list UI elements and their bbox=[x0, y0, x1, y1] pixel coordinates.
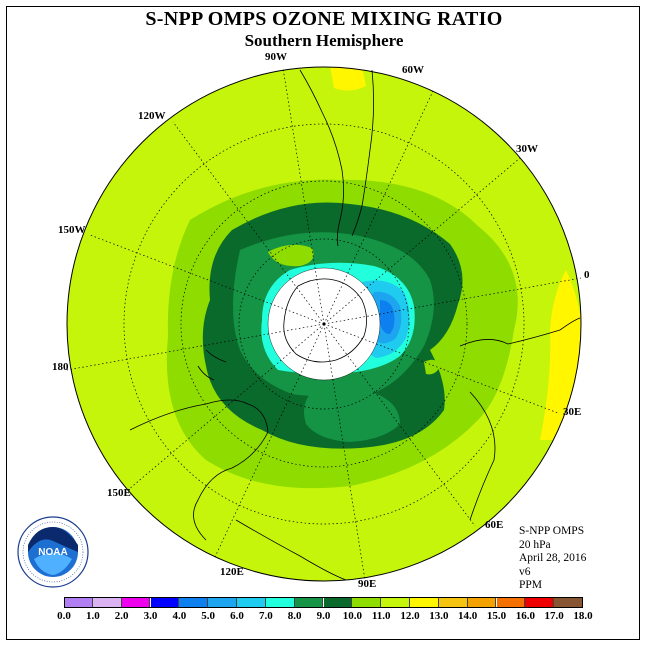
chart-title: S-NPP OMPS OZONE MIXING RATIO bbox=[145, 8, 503, 30]
legend-swatch bbox=[410, 597, 439, 608]
legend-swatch bbox=[92, 597, 122, 608]
legend-swatch bbox=[179, 597, 209, 608]
legend-tick-label: 4.0 bbox=[172, 610, 187, 622]
south-america-coast bbox=[299, 69, 374, 247]
legend-tick-label: 2.0 bbox=[114, 610, 129, 622]
legend-swatch bbox=[121, 597, 151, 608]
lon-label-150w: 150W bbox=[58, 224, 86, 236]
ozone-patch-13-north bbox=[330, 67, 366, 91]
antarctica-coast bbox=[283, 278, 367, 363]
legend-swatch bbox=[467, 597, 497, 608]
legend-tick-label: 16.0 bbox=[515, 610, 535, 622]
legend-swatch bbox=[150, 597, 180, 608]
legend-tick-label: 1.0 bbox=[85, 610, 100, 622]
lon-label-120e: 120E bbox=[220, 566, 244, 578]
legend-tick-label: 12.0 bbox=[400, 610, 420, 622]
svg-text:NOAA: NOAA bbox=[38, 547, 67, 558]
legend-tick-label: 18.0 bbox=[573, 610, 593, 622]
lon-label-150e: 150E bbox=[107, 487, 131, 499]
lon-label-120w: 120W bbox=[138, 110, 166, 122]
legend-tick-label: 14.0 bbox=[458, 610, 478, 622]
legend-tick-label: 3.0 bbox=[143, 610, 158, 622]
coastlines bbox=[129, 69, 581, 581]
legend-tick-label: 7.0 bbox=[258, 610, 273, 622]
lon-label-30e: 30E bbox=[563, 406, 581, 418]
australia-coast bbox=[129, 399, 269, 541]
legend-swatch bbox=[64, 597, 93, 608]
legend-swatch bbox=[294, 597, 324, 608]
africa-coast bbox=[459, 317, 581, 521]
noaa-logo: NOAA bbox=[17, 516, 89, 588]
legend-swatch bbox=[554, 597, 583, 608]
ozone-band-5 bbox=[380, 300, 395, 334]
lon-label-0: 0 bbox=[584, 269, 590, 281]
ozone-band-9-south bbox=[304, 388, 400, 442]
chart-subtitle: Southern Hemisphere bbox=[244, 31, 404, 50]
legend-swatch bbox=[323, 597, 353, 608]
legend-tick-label: 10.0 bbox=[342, 610, 362, 622]
legend-tick-label: 11.0 bbox=[371, 610, 391, 622]
asia-coast bbox=[235, 519, 347, 581]
graticule bbox=[66, 67, 582, 581]
legend-swatch bbox=[525, 597, 555, 608]
instrument-text: S-NPP OMPS bbox=[519, 525, 585, 537]
legend-tick-label: 6.0 bbox=[230, 610, 244, 622]
units-text: PPM bbox=[519, 579, 543, 591]
lon-label-90e: 90E bbox=[358, 578, 376, 590]
legend-swatch bbox=[208, 597, 237, 608]
ozone-patch-light-west bbox=[268, 244, 314, 267]
legend-swatch bbox=[496, 597, 526, 608]
legend-swatch bbox=[265, 597, 295, 608]
date-text: April 28, 2016 bbox=[519, 552, 587, 564]
info-block: S-NPP OMPS 20 hPa April 28, 2016 v6 PPM bbox=[519, 525, 586, 593]
legend-tick-label: 17.0 bbox=[544, 610, 564, 622]
version-text: v6 bbox=[519, 565, 531, 578]
legend-swatch bbox=[438, 597, 468, 608]
level-text: 20 hPa bbox=[519, 538, 551, 551]
legend-tick-label: 15.0 bbox=[486, 610, 507, 622]
map-boundary bbox=[66, 66, 582, 582]
legend-tick-label: 8.0 bbox=[287, 610, 302, 622]
legend-swatch bbox=[352, 597, 382, 608]
legend-swatch bbox=[381, 597, 410, 608]
legend-swatch bbox=[237, 597, 266, 608]
lon-label-60w: 60W bbox=[402, 64, 424, 76]
legend-tick-label: 5.0 bbox=[201, 610, 216, 622]
lon-label-30w: 30W bbox=[516, 143, 538, 155]
legend-tick-label: 9.0 bbox=[316, 610, 331, 622]
lon-label-180: 180 bbox=[52, 361, 69, 373]
legend-tick-label: 13.0 bbox=[429, 610, 449, 622]
legend-tick-label: 0.0 bbox=[57, 610, 71, 622]
ozone-patch-light-east bbox=[424, 359, 440, 375]
new-zealand-coast bbox=[197, 349, 227, 381]
lon-label-60e: 60E bbox=[485, 519, 503, 531]
figure-frame bbox=[6, 6, 640, 640]
south-pole-marker bbox=[322, 322, 326, 326]
lon-label-90w: 90W bbox=[265, 51, 287, 63]
